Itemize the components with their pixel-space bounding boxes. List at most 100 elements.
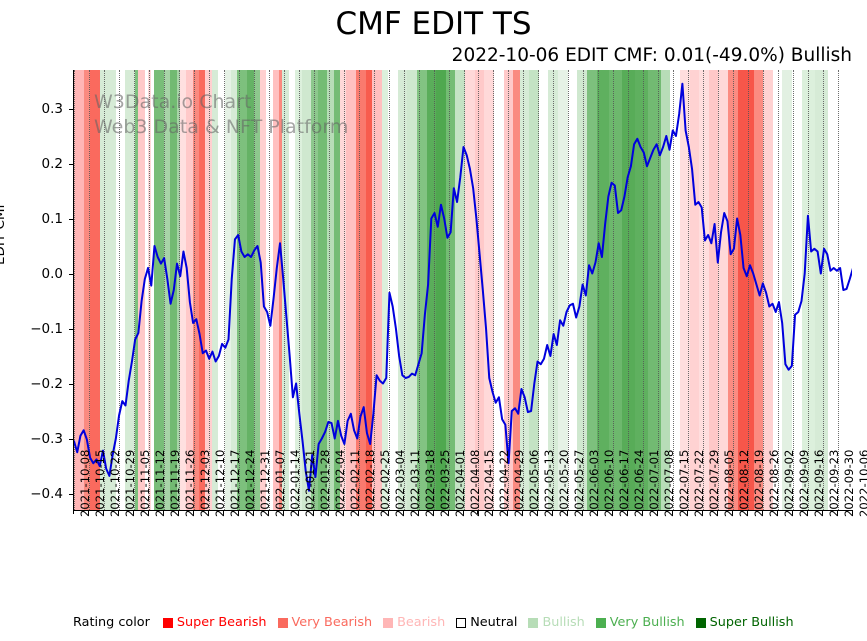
x-tick-label: 2022-04-15 [482, 449, 497, 517]
rating-band [381, 70, 389, 510]
rating-band [150, 70, 155, 510]
x-tick-mark [327, 510, 329, 514]
x-tick-label: 2022-02-11 [347, 449, 362, 517]
x-tick-mark [357, 510, 359, 514]
legend-item[interactable]: Super Bearish [162, 615, 267, 630]
gridline [823, 70, 825, 510]
x-tick-mark [507, 510, 509, 514]
gridline [748, 70, 750, 510]
legend-item[interactable]: Bullish [528, 615, 585, 630]
rating-band [792, 70, 803, 510]
rating-band [272, 70, 280, 510]
x-tick-label: 2022-04-01 [452, 449, 467, 517]
rating-band [125, 70, 136, 510]
rating-band [596, 70, 610, 510]
x-tick-mark [73, 510, 74, 514]
x-tick-mark [192, 510, 194, 514]
x-tick-mark [702, 510, 704, 514]
x-tick-label: 2022-01-07 [272, 449, 287, 517]
rating-band [670, 70, 681, 510]
rating-band [493, 70, 505, 510]
gridline [403, 70, 405, 510]
x-tick-label: 2022-08-05 [722, 449, 737, 517]
rating-band [426, 70, 437, 510]
x-tick-mark [492, 510, 494, 514]
x-tick-label: 2021-12-03 [197, 449, 212, 517]
rating-band [397, 70, 408, 510]
x-tick-mark [732, 510, 734, 514]
gridline [103, 70, 105, 510]
x-tick-label: 2022-09-23 [827, 449, 842, 517]
gridline [238, 70, 240, 510]
x-tick-mark [747, 510, 749, 514]
legend-item[interactable]: Super Bullish [695, 615, 794, 630]
legend-label: Very Bullish [609, 615, 685, 630]
x-tick-label: 2022-05-20 [557, 449, 572, 517]
rating-band [763, 70, 774, 510]
rating-band [782, 70, 793, 510]
x-tick-mark [147, 510, 149, 514]
gridline [118, 70, 120, 510]
x-tick-mark [417, 510, 419, 514]
legend-swatch-icon [383, 617, 394, 628]
gridline [763, 70, 765, 510]
y-tick-mark [69, 108, 73, 110]
x-tick-mark [522, 510, 524, 514]
rating-band [772, 70, 784, 510]
y-tick-mark [69, 493, 73, 495]
x-tick-mark [252, 510, 254, 514]
x-tick-label: 2022-08-12 [737, 449, 752, 517]
rating-band [455, 70, 466, 510]
rating-band [115, 70, 126, 510]
x-tick-mark [312, 510, 314, 514]
rating-band [138, 70, 146, 510]
y-tick-label: −0.2 [30, 375, 63, 392]
x-tick-mark [807, 510, 809, 514]
legend-item[interactable]: Very Bullish [595, 615, 685, 630]
x-tick-mark [642, 510, 644, 514]
legend-item[interactable]: Bearish [383, 615, 445, 630]
y-tick-mark [69, 218, 73, 220]
gridline [178, 70, 180, 510]
x-tick-label: 2021-10-15 [92, 449, 107, 517]
y-axis-line [73, 70, 74, 510]
legend-swatch-icon [162, 617, 173, 628]
x-tick-label: 2021-12-17 [227, 449, 242, 517]
rating-band [154, 70, 165, 510]
gridline [688, 70, 690, 510]
rating-band [163, 70, 171, 510]
x-tick-label: 2021-11-12 [152, 449, 167, 517]
gridline [778, 70, 780, 510]
rating-band [266, 70, 274, 510]
legend-swatch-icon [277, 617, 288, 628]
x-tick-label: 2021-11-05 [137, 449, 152, 517]
gridline-layer [74, 70, 852, 510]
x-tick-label: 2022-05-13 [542, 449, 557, 517]
rating-band [372, 70, 383, 510]
gridline [133, 70, 135, 510]
x-tick-label: 2021-10-22 [107, 449, 122, 517]
x-tick-mark [447, 510, 449, 514]
x-tick-label: 2022-02-04 [332, 449, 347, 517]
x-tick-label: 2022-04-29 [512, 449, 527, 517]
x-tick-label: 2022-09-02 [782, 449, 797, 517]
rating-band [356, 70, 367, 510]
legend-item[interactable]: Neutral [456, 615, 517, 630]
y-tick-label: 0.3 [41, 100, 63, 117]
page-title: CMF EDIT TS [335, 6, 532, 42]
rating-band [647, 70, 662, 510]
gridline [508, 70, 510, 510]
x-tick-label: 2021-11-26 [182, 449, 197, 517]
legend-item[interactable]: Very Bearish [277, 615, 372, 630]
rating-band [176, 70, 181, 510]
rating-band [609, 70, 623, 510]
gridline [673, 70, 675, 510]
rating-band [727, 70, 739, 510]
x-tick-label: 2022-06-17 [617, 449, 632, 517]
rating-band [237, 70, 248, 510]
y-tick-mark [69, 438, 73, 440]
y-tick-mark [69, 328, 73, 330]
rating-band [388, 70, 399, 510]
rating-band [288, 70, 296, 510]
